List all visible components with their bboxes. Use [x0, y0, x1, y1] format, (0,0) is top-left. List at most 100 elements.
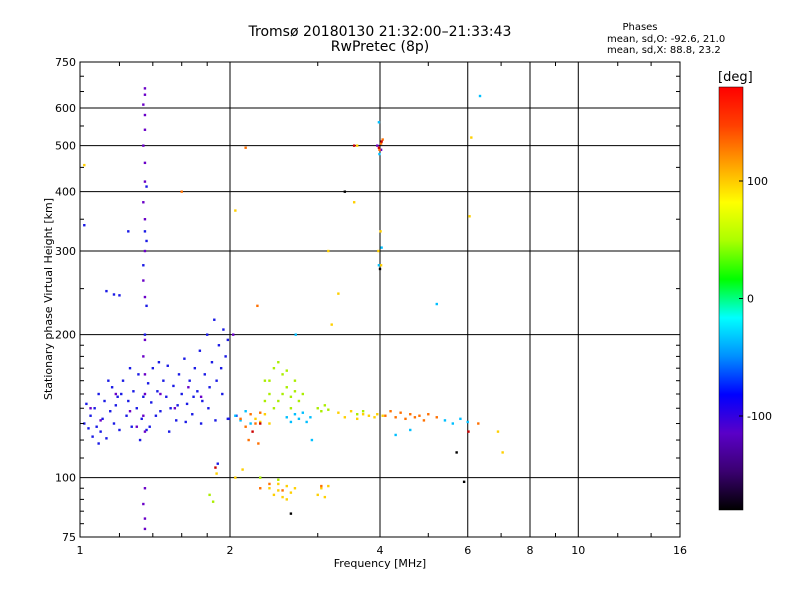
y-tick-label: 100	[55, 472, 76, 485]
data-point	[109, 410, 112, 413]
data-point	[259, 487, 262, 490]
data-point	[188, 379, 191, 382]
data-point	[443, 419, 447, 422]
data-point	[293, 379, 297, 382]
data-point	[316, 493, 319, 497]
stats-heading: Phases	[622, 22, 658, 33]
x-tick-label: 1	[77, 544, 84, 557]
y-tick-label: 750	[55, 56, 76, 69]
data-point	[143, 87, 147, 90]
data-point	[379, 264, 383, 267]
data-point	[114, 392, 118, 396]
data-point	[379, 142, 383, 145]
data-point	[263, 379, 267, 382]
data-point	[272, 493, 276, 497]
data-point	[142, 502, 145, 506]
data-point	[143, 333, 147, 336]
y-axis-ticks: 75 100 200 300 400 500 600 750	[55, 56, 680, 544]
data-point	[380, 246, 383, 249]
x-axis-label: Frequency [MHz]	[333, 557, 427, 570]
data-point	[377, 121, 381, 124]
data-point	[234, 476, 237, 479]
data-point	[215, 472, 218, 475]
data-point	[285, 369, 288, 372]
data-point	[105, 437, 108, 440]
data-point	[247, 438, 250, 442]
data-point	[99, 419, 102, 422]
data-point	[297, 417, 301, 421]
data-point	[145, 304, 148, 308]
data-point	[501, 451, 504, 454]
data-point	[167, 430, 171, 433]
data-point	[277, 482, 280, 486]
data-point	[135, 407, 138, 410]
y-tick-label: 600	[55, 102, 76, 115]
data-point	[379, 148, 383, 152]
data-point	[142, 201, 145, 204]
data-point	[337, 292, 340, 295]
data-point	[154, 414, 158, 417]
data-point	[381, 138, 384, 141]
data-point	[132, 390, 135, 393]
data-point	[263, 413, 267, 416]
data-point	[176, 404, 179, 407]
data-point	[367, 414, 371, 417]
data-point	[151, 366, 155, 370]
data-point	[268, 422, 271, 425]
data-point	[118, 294, 121, 297]
data-point	[254, 422, 257, 425]
data-point	[277, 478, 280, 481]
data-point	[496, 430, 500, 433]
data-point	[268, 487, 271, 490]
data-point	[281, 392, 284, 396]
data-point	[208, 493, 211, 497]
data-point	[173, 407, 177, 410]
data-point	[418, 414, 421, 417]
data-point	[214, 466, 217, 469]
data-point	[112, 422, 116, 425]
data-point	[285, 498, 288, 501]
data-point	[467, 430, 470, 433]
data-point	[277, 489, 280, 492]
data-point	[142, 355, 145, 358]
data-point	[394, 433, 397, 437]
data-point	[150, 401, 153, 404]
data-point	[234, 414, 237, 417]
data-point	[310, 438, 314, 442]
data-point	[226, 338, 230, 342]
data-point	[142, 103, 145, 106]
data-point	[143, 392, 147, 396]
data-point	[99, 430, 102, 433]
data-point	[97, 442, 100, 445]
data-point	[85, 402, 88, 406]
data-point	[142, 144, 145, 147]
data-point	[183, 357, 186, 360]
data-point	[259, 420, 262, 424]
data-point	[146, 382, 150, 385]
data-point	[459, 417, 462, 421]
colorbar-tick-label: 100	[747, 175, 768, 188]
data-point	[394, 416, 397, 419]
colorbar-title: [deg]	[718, 70, 753, 85]
data-point	[377, 264, 381, 267]
data-point	[327, 484, 330, 488]
data-point	[409, 428, 412, 432]
y-tick-label: 75	[62, 531, 76, 544]
data-point	[205, 333, 209, 336]
data-point	[211, 500, 215, 503]
data-point	[185, 402, 189, 406]
colorbar-tick-label: -100	[747, 410, 772, 423]
data-point	[293, 487, 297, 490]
data-point	[143, 527, 147, 531]
data-point	[470, 136, 473, 139]
data-point	[241, 468, 244, 471]
data-point	[203, 373, 206, 376]
data-point	[135, 425, 138, 428]
data-point	[89, 407, 92, 410]
data-point	[97, 392, 100, 396]
data-point	[193, 366, 197, 370]
data-point	[118, 428, 121, 432]
data-point	[177, 373, 181, 376]
data-point	[143, 487, 147, 490]
